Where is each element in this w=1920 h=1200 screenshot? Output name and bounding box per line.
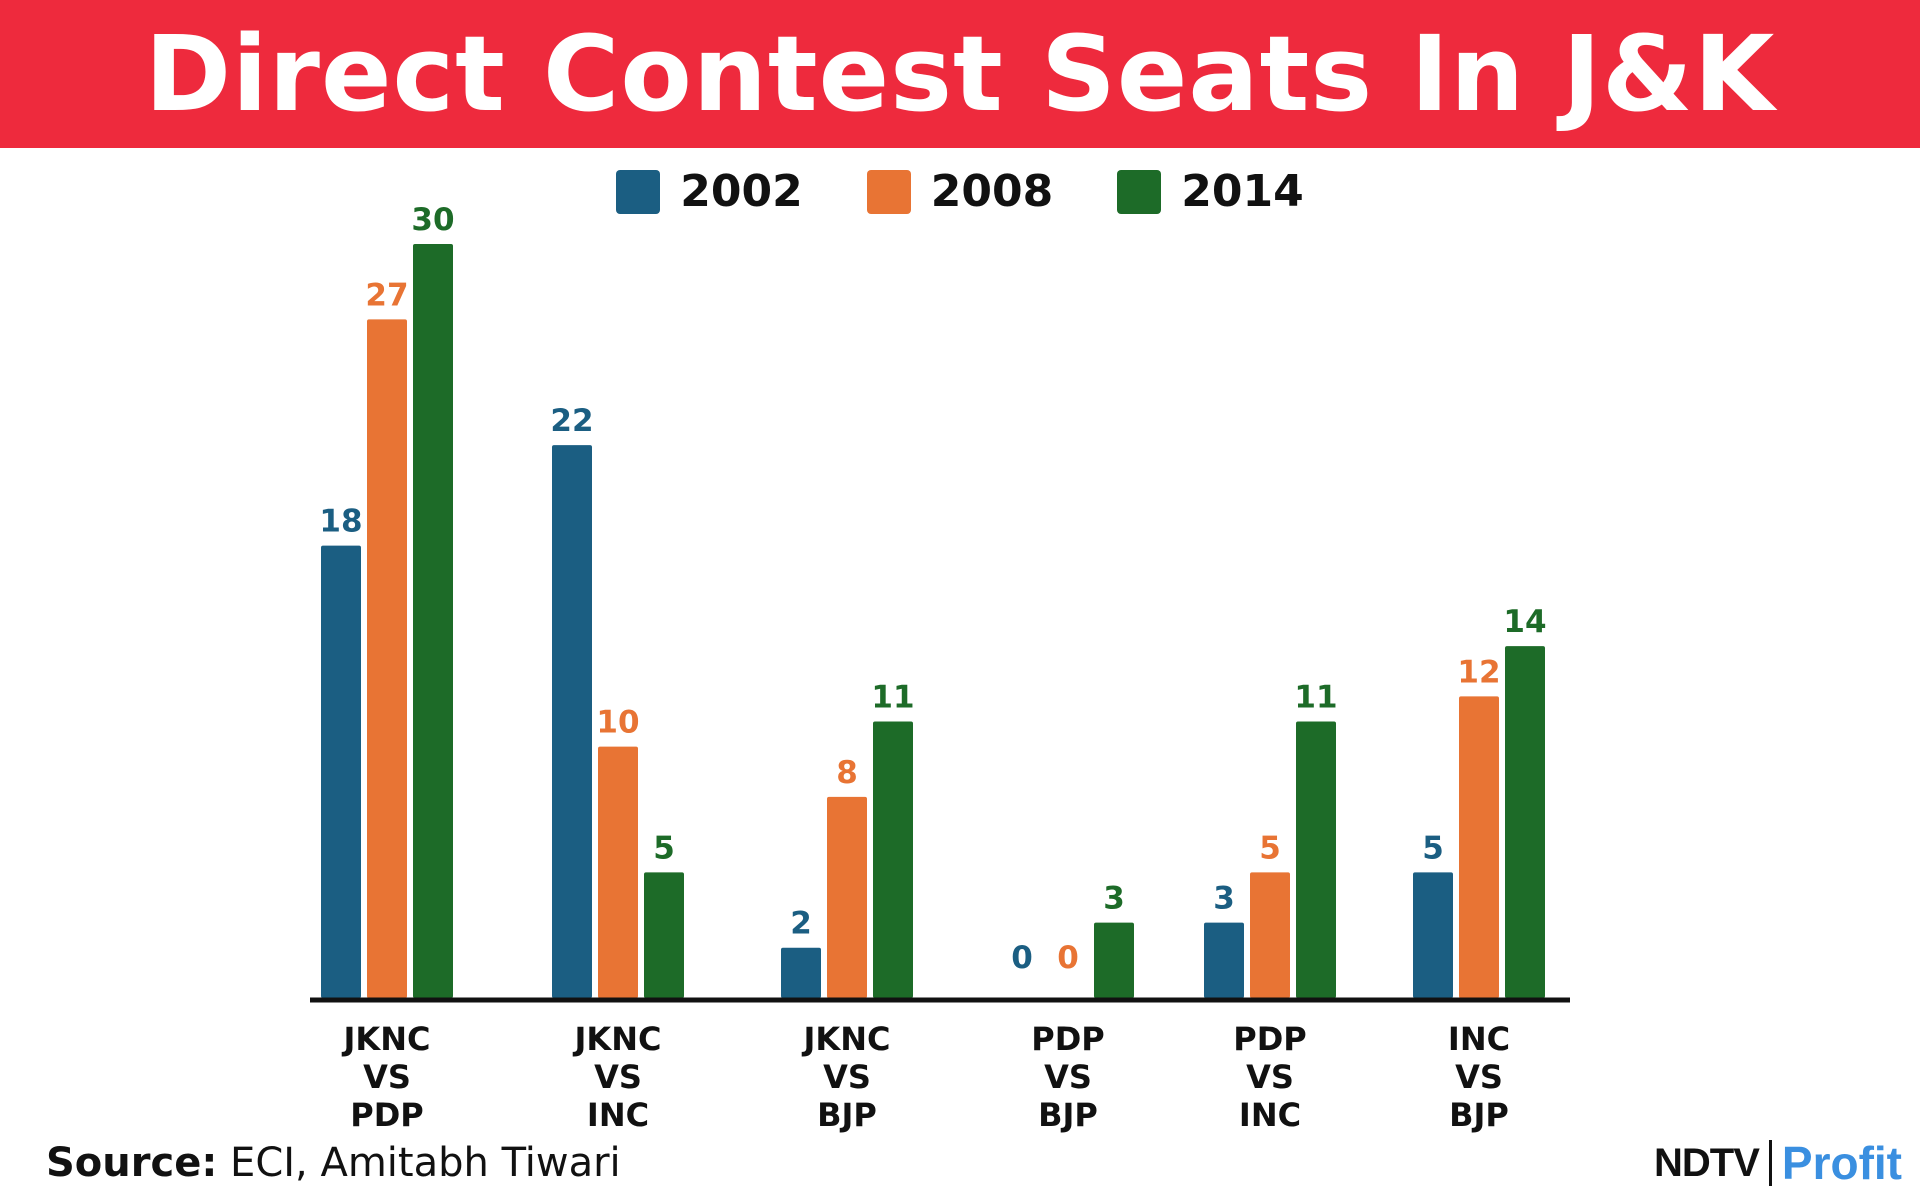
category-label-0-1: VS [363, 1058, 411, 1096]
category-label-0-0: JKNC [342, 1020, 431, 1058]
brand-ndtv: NDTV [1654, 1140, 1760, 1185]
data-label-2008-5: 12 [1457, 654, 1500, 690]
legend-label-2002: 2002 [680, 166, 803, 217]
brand-profit: Profit [1781, 1137, 1902, 1189]
data-label-2008-0: 27 [365, 277, 408, 313]
brand-divider [1768, 1140, 1772, 1186]
data-label-2008-4: 5 [1259, 830, 1281, 866]
bar-2002-1 [552, 445, 592, 999]
bar-2014-3 [1094, 922, 1134, 998]
category-label-0-2: PDP [350, 1096, 423, 1134]
legend-label-2008: 2008 [930, 166, 1054, 217]
bar-2008-2 [827, 796, 867, 998]
data-label-2002-1: 22 [550, 403, 593, 439]
data-label-2008-1: 10 [596, 705, 639, 741]
legend: 2002 2008 2014 [0, 166, 1920, 217]
category-label-5-1: VS [1455, 1058, 1503, 1096]
data-label-2014-4: 11 [1294, 680, 1337, 716]
bar-2008-4 [1250, 872, 1290, 998]
category-label-4-1: VS [1246, 1058, 1294, 1096]
category-label-1-0: JKNC [573, 1020, 662, 1058]
legend-swatch-2002 [616, 169, 661, 214]
data-label-2002-0: 18 [319, 504, 362, 540]
category-label-2-2: BJP [817, 1096, 877, 1134]
legend-swatch-2014 [1117, 169, 1162, 214]
category-label-4-2: INC [1239, 1096, 1301, 1134]
data-label-2002-3: 0 [1011, 940, 1033, 976]
category-label-2-1: VS [823, 1058, 871, 1096]
data-label-2002-5: 5 [1422, 830, 1444, 866]
data-label-2002-4: 3 [1213, 881, 1235, 917]
category-label-3-0: PDP [1031, 1020, 1104, 1058]
bar-2008-5 [1459, 696, 1499, 998]
category-label-3-1: VS [1044, 1058, 1092, 1096]
source-label: Source: [46, 1140, 218, 1186]
data-label-2008-2: 8 [836, 755, 858, 791]
bar-2014-1 [644, 872, 684, 998]
category-label-5-2: BJP [1449, 1096, 1509, 1134]
bar-2008-1 [598, 746, 638, 998]
legend-label-2014: 2014 [1181, 166, 1304, 217]
category-label-5-0: INC [1448, 1020, 1510, 1058]
source-note: Source: ECI, Amitabh Tiwari [46, 1140, 621, 1186]
data-label-2014-3: 3 [1103, 881, 1125, 917]
bar-2002-5 [1413, 872, 1453, 998]
bar-2002-0 [321, 545, 361, 998]
legend-swatch-2008 [866, 169, 911, 214]
legend-item-2008: 2008 [866, 166, 1054, 217]
bar-2014-4 [1296, 721, 1336, 998]
category-label-3-2: BJP [1038, 1096, 1098, 1134]
bar-2014-0 [413, 244, 453, 998]
source-text: ECI, Amitabh Tiwari [230, 1140, 621, 1186]
bar-2002-4 [1204, 922, 1244, 998]
data-label-2014-1: 5 [653, 830, 675, 866]
category-label-1-2: INC [587, 1096, 649, 1134]
category-label-2-0: JKNC [802, 1020, 891, 1058]
legend-item-2002: 2002 [616, 166, 803, 217]
data-label-2002-2: 2 [790, 906, 812, 942]
data-label-2014-2: 11 [871, 680, 914, 716]
data-label-2014-5: 14 [1503, 604, 1546, 640]
chart-title: Direct Contest Seats In J&K [144, 13, 1776, 135]
bar-2014-5 [1505, 646, 1545, 998]
category-label-1-1: VS [594, 1058, 642, 1096]
legend-item-2014: 2014 [1117, 166, 1304, 217]
data-label-2008-3: 0 [1057, 940, 1079, 976]
brand-logo: NDTV Profit [1654, 1136, 1902, 1190]
bar-2014-2 [873, 721, 913, 998]
data-label-2014-0: 30 [411, 202, 454, 238]
bar-2008-0 [367, 319, 407, 998]
category-label-4-0: PDP [1233, 1020, 1306, 1058]
bar-2002-2 [781, 947, 821, 998]
title-banner: Direct Contest Seats In J&K [0, 0, 1920, 148]
